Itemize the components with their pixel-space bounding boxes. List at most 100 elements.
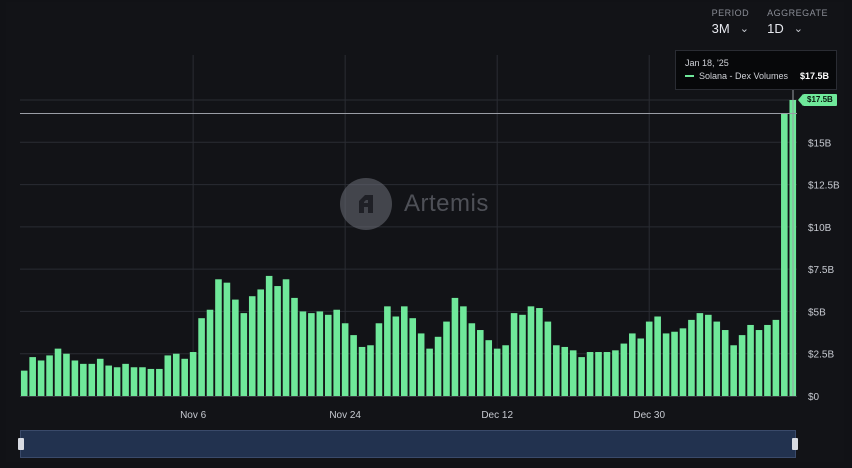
bar [476,330,484,396]
bar [198,318,205,396]
bar [612,350,619,396]
bar [105,365,112,396]
bar [434,336,442,396]
bar [248,296,256,396]
bar [37,360,45,396]
bar [536,308,543,396]
bar [519,314,526,396]
bar [130,367,138,396]
bar [88,363,96,396]
bar [781,113,788,396]
aggregate-select[interactable]: AGGREGATE 1D ⌄ [767,8,828,36]
chevron-down-icon: ⌄ [793,23,803,35]
tooltip-value: $17.5B [799,71,829,81]
chevron-down-icon: ⌄ [739,23,749,35]
y-tick-label: $15B [808,138,832,149]
bar [417,333,425,396]
bar [721,330,729,396]
y-tick-label: $12.5B [808,181,840,192]
bar [409,318,417,396]
bar [299,311,307,396]
bar [553,345,560,396]
bar [392,316,400,396]
y-tick-label: $0 [808,392,820,403]
bar [80,363,87,396]
bar [637,338,645,396]
bar [20,370,28,396]
current-value-tag: $17.5B [798,94,837,106]
bar [662,333,670,396]
bar [324,314,332,396]
range-navigator[interactable] [18,430,798,458]
period-label: PERIOD [711,8,750,18]
bar [544,321,552,396]
bar [265,275,273,396]
bar [527,306,535,396]
y-tick-label: $10B [808,223,832,234]
bar [578,357,585,396]
artemis-logo-icon [340,178,392,230]
bar [215,279,222,396]
bar [730,345,737,396]
bar [358,346,366,396]
bar [755,330,763,396]
bar [341,323,349,396]
x-tick-label: Dec 12 [481,410,513,421]
bar [291,297,298,396]
bar [96,358,104,396]
bar [63,353,70,396]
bar [29,357,36,396]
bar [493,348,501,396]
tooltip-row: Solana - Dex Volumes $17.5B [685,71,829,81]
x-tick-label: Dec 30 [633,410,665,421]
watermark-text: Artemis [404,190,489,217]
bar [510,313,518,396]
chart-controls: PERIOD 3M ⌄ AGGREGATE 1D ⌄ [712,8,828,36]
bar [502,345,509,396]
bar [629,333,636,396]
period-select[interactable]: PERIOD 3M ⌄ [712,8,750,36]
bar [240,313,248,396]
bar [164,355,172,396]
series-swatch [685,75,694,77]
y-tick-label: $7.5B [808,265,834,276]
bar [367,345,374,396]
bar [620,343,628,396]
bar [451,297,459,396]
bar [71,360,79,396]
tooltip-date: Jan 18, '25 [685,58,729,68]
bar [375,323,383,396]
bar [156,368,163,396]
bar [772,319,780,396]
tooltip-series-name: Solana - Dex Volumes [699,71,789,81]
bar [713,321,721,396]
bar [671,331,678,396]
bar [257,289,264,396]
bar [46,355,53,396]
bar [206,309,214,396]
navigator-right-handle[interactable] [792,438,798,450]
bar [172,353,180,396]
bar [654,316,661,396]
aggregate-value[interactable]: 1D ⌄ [767,21,828,36]
bar [223,282,231,396]
period-value[interactable]: 3M ⌄ [712,21,750,36]
bar [443,321,450,396]
bar [688,319,695,396]
bar [747,324,754,396]
bar [54,348,62,396]
period-value-text: 3M [711,21,730,36]
bar [113,367,121,396]
bar [595,352,602,396]
bar [645,321,653,396]
chart-tooltip: Jan 18, '25 Solana - Dex Volumes $17.5B [675,50,837,90]
watermark: Artemis [340,178,489,230]
bar [586,352,594,396]
x-tick-label: Nov 6 [180,410,207,421]
bar [189,352,197,396]
bar [333,309,341,396]
navigator-left-handle[interactable] [18,438,24,450]
bar [460,306,467,396]
bar [282,279,290,396]
